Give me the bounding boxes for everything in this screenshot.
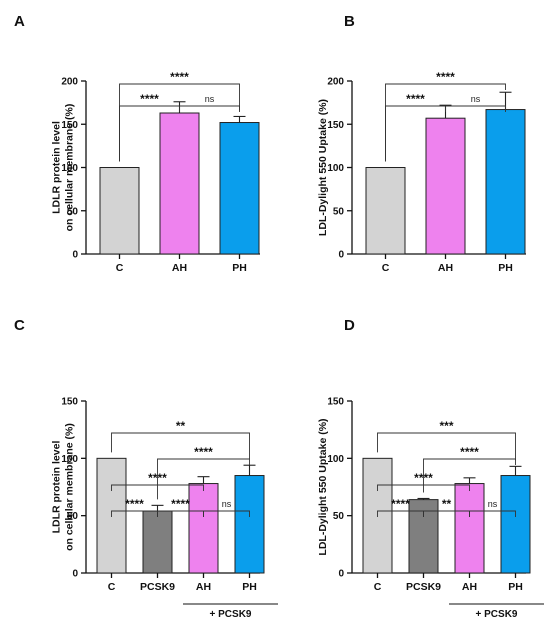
chart-panel-b: B 0 50 100 150 200 LDL-Dylight 550 Uptake (%) C…	[317, 13, 526, 274]
y-tick-label: 50	[67, 511, 79, 522]
chart-panel-d: D 0 50 100 150 LDL-Dylight 550 Uptake (%) C PCS…	[317, 317, 544, 620]
significance-label: **	[176, 419, 186, 433]
bar-c	[365, 167, 406, 255]
significance-label: ****	[194, 445, 213, 459]
significance-bracket	[445, 105, 506, 112]
chart-panel-c: C 0 50 100 150 LDLR protein level on cellular …	[14, 317, 278, 620]
y-tick-label: 150	[327, 120, 344, 131]
y-tick-label: 0	[72, 569, 78, 580]
panel-letter: D	[344, 317, 355, 334]
y-tick-label: 150	[61, 397, 78, 408]
significance-bracket	[385, 83, 506, 162]
y-tick-label: 100	[327, 163, 344, 174]
y-tick-label: 150	[61, 120, 78, 131]
y-tick-label: 200	[327, 77, 344, 88]
group-label: + PCSK9	[476, 609, 518, 620]
x-tick-label: C	[382, 262, 390, 274]
bar-ph	[234, 475, 265, 574]
significance-label: ****	[406, 92, 425, 106]
significance-bracket	[157, 458, 250, 500]
y-axis-label: on cellular membrane (%)	[64, 423, 76, 551]
significance-label: ****	[460, 445, 479, 459]
bar-c	[99, 167, 140, 255]
significance-bracket	[111, 432, 250, 460]
y-tick-label: 50	[333, 206, 345, 217]
significance-label: ns	[488, 499, 498, 509]
group-label: + PCSK9	[210, 609, 252, 620]
y-tick-label: 100	[327, 454, 344, 465]
y-tick-label: 0	[338, 569, 344, 580]
significance-label: ****	[140, 92, 159, 106]
y-tick-label: 50	[333, 511, 345, 522]
x-tick-label: AH	[196, 581, 211, 593]
y-tick-label: 0	[72, 250, 78, 261]
panel-letter: A	[14, 13, 25, 30]
x-tick-label: C	[108, 581, 116, 593]
significance-label: ns	[205, 94, 215, 104]
significance-label: ****	[171, 497, 190, 511]
x-tick-label: AH	[462, 581, 477, 593]
x-tick-label: PH	[498, 262, 513, 274]
significance-label: ***	[439, 419, 453, 433]
bar-ph	[219, 122, 260, 255]
significance-bracket	[423, 458, 516, 493]
bar-ph	[485, 109, 526, 255]
significance-bracket	[377, 432, 516, 461]
y-tick-label: 50	[67, 206, 79, 217]
x-tick-label: PCSK9	[140, 581, 175, 593]
chart-panel-a: A 0 50 100 150 200 LDLR protein level on cellul…	[14, 13, 260, 274]
x-tick-label: PH	[232, 262, 247, 274]
significance-label: ****	[436, 70, 455, 84]
bar-ah	[425, 117, 466, 255]
significance-label: ****	[170, 70, 189, 84]
y-axis-label: LDLR protein level	[51, 441, 63, 534]
x-tick-label: AH	[438, 262, 453, 274]
significance-label: ****	[125, 497, 144, 511]
significance-bracket	[469, 510, 516, 517]
y-tick-label: 150	[327, 397, 344, 408]
significance-label: **	[442, 497, 452, 511]
significance-label: ns	[471, 94, 481, 104]
x-tick-label: C	[374, 581, 382, 593]
significance-label: ****	[391, 497, 410, 511]
significance-bracket	[119, 83, 240, 162]
y-tick-label: 0	[338, 250, 344, 261]
bar-ah	[188, 483, 219, 574]
y-axis-label: LDL-Dylight 550 Uptake (%)	[317, 418, 329, 555]
x-tick-label: C	[116, 262, 124, 274]
significance-bracket	[179, 105, 240, 112]
y-axis-label: LDLR protein level	[51, 121, 63, 214]
x-tick-label: PH	[508, 581, 523, 593]
y-tick-label: 200	[61, 77, 78, 88]
x-tick-label: AH	[172, 262, 187, 274]
y-tick-label: 100	[61, 163, 78, 174]
panel-letter: C	[14, 317, 25, 334]
x-tick-label: PH	[242, 581, 257, 593]
x-tick-label: PCSK9	[406, 581, 441, 593]
bar-ah	[454, 483, 485, 574]
y-axis-label: on cellular membrane (%)	[64, 104, 76, 232]
y-axis-label: LDL-Dylight 550 Uptake (%)	[317, 99, 329, 236]
significance-label: ns	[222, 499, 232, 509]
bar-ph	[500, 475, 531, 574]
bar-pcsk9	[142, 510, 173, 574]
significance-bracket	[203, 510, 250, 517]
y-tick-label: 100	[61, 454, 78, 465]
panel-letter: B	[344, 13, 355, 30]
bar-ah	[159, 112, 200, 255]
